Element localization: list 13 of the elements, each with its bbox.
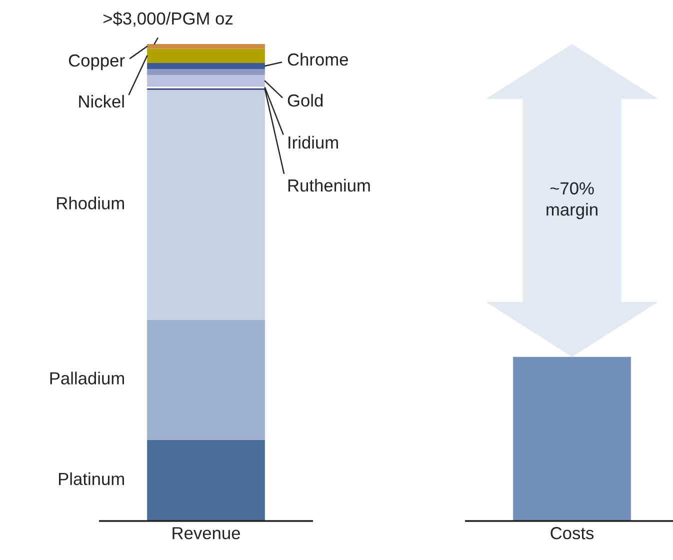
series-label: Gold xyxy=(288,94,323,107)
annotation: ~70% margin xyxy=(546,182,598,220)
series-label: Chrome xyxy=(288,52,348,66)
x-tick-label: Costs xyxy=(550,527,594,540)
series-label: Platinum xyxy=(58,472,124,486)
series-label: Copper xyxy=(68,54,125,70)
text: Nickel xyxy=(79,94,124,108)
series-label: Palladium xyxy=(50,372,124,384)
text: Iridium xyxy=(288,136,338,149)
series-label: Rhodium xyxy=(57,196,124,210)
text: Ruthenium xyxy=(288,178,370,192)
x-tick-label: Revenue xyxy=(172,527,240,540)
text: >$3,000/PGM oz xyxy=(103,12,233,27)
